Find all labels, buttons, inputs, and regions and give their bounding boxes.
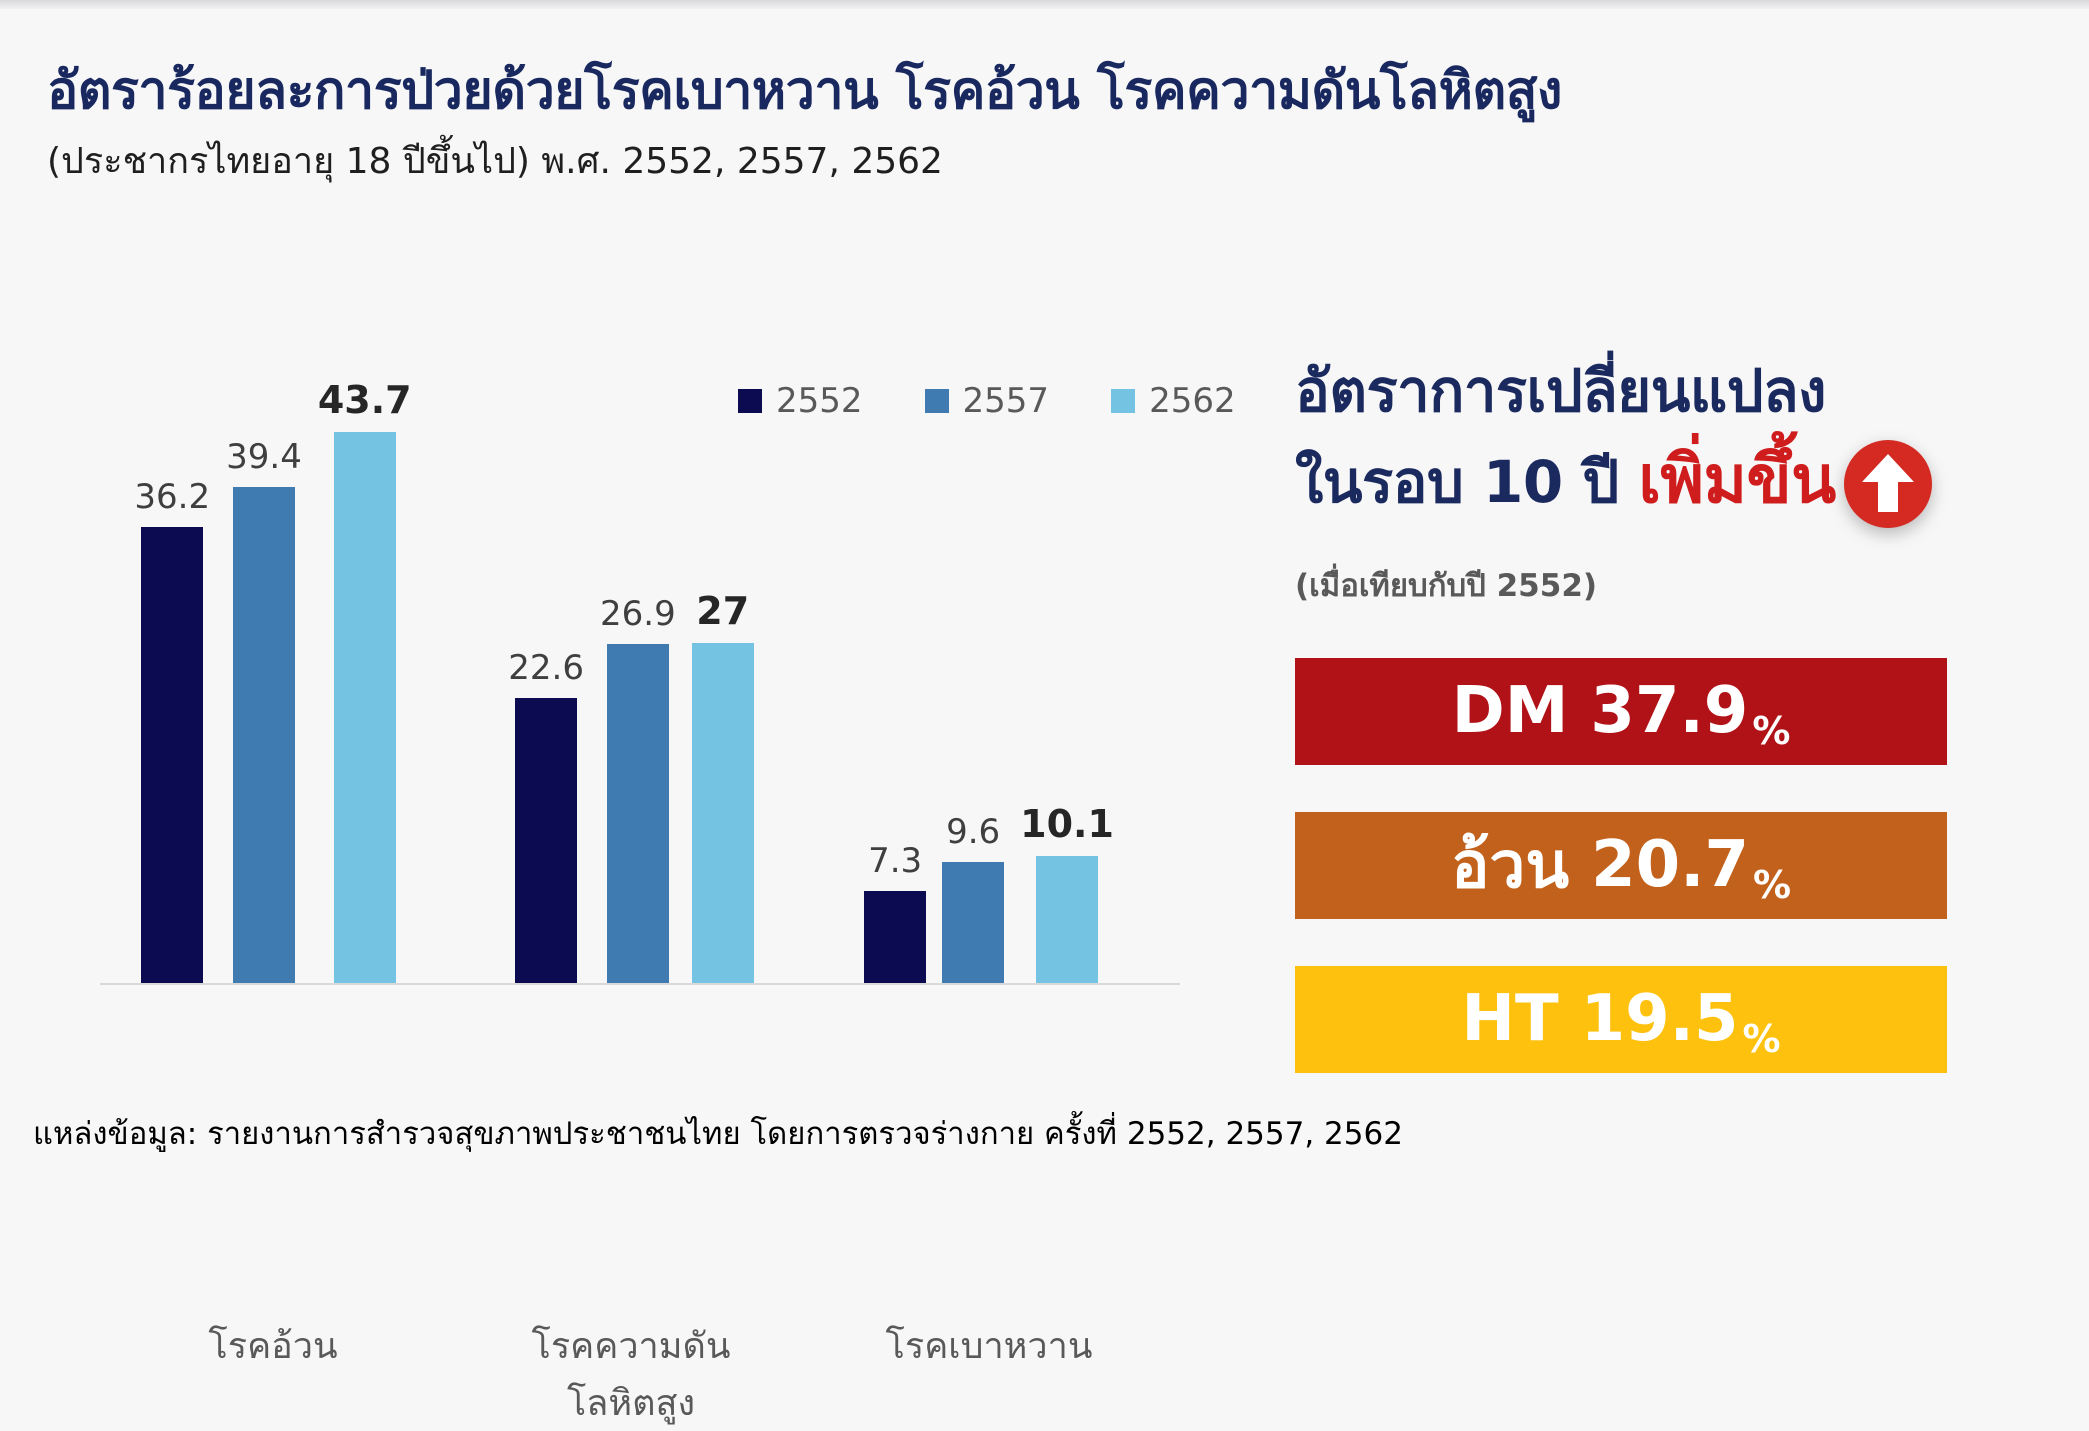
bar-2562-โรคอ้วน <box>333 432 396 983</box>
legend-swatch-icon <box>738 389 762 413</box>
stat-bars: DM 37.9% อ้วน 20.7% HT 19.5% <box>1295 657 1947 1073</box>
stat-value: 19.5 <box>1580 982 1739 1057</box>
bar-value-label: 36.2 <box>134 477 211 517</box>
bar-column: 9.6 <box>942 812 1005 983</box>
stat-bar-อ้วน: อ้วน 20.7% <box>1295 811 1947 919</box>
legend-label: 2562 <box>1149 381 1236 421</box>
bar-2557-โรคอ้วน <box>232 487 295 983</box>
bar-column: 27 <box>691 589 754 983</box>
bar-value-label: 9.6 <box>946 812 1001 852</box>
bar-2557-โรคความดันโลหิตสูง <box>606 644 669 983</box>
bar-2562-โรคเบาหวาน <box>1036 856 1098 983</box>
bar-2552-โรคเบาหวาน <box>864 891 927 983</box>
bar-2552-โรคอ้วน <box>141 527 204 983</box>
legend-label: 2557 <box>962 381 1050 421</box>
bar-column: 36.2 <box>134 477 210 983</box>
change-rate-panel: อัตราการเปลี่ยนแปลง ในรอบ 10 ปี เพิ่มขึ้… <box>1295 352 1947 1073</box>
bar-group-3: 7.3 9.6 10.1 <box>864 802 1114 983</box>
bar-group-2: 22.6 26.9 27 <box>508 589 754 983</box>
category-label: โรคความดันโลหิตสูง <box>531 1326 731 1424</box>
stat-label: อ้วน <box>1450 829 1570 904</box>
panel-heading-highlight: เพิ่มขึ้น <box>1638 441 1836 519</box>
panel-note: (เมื่อเทียบกับปี 2552) <box>1295 567 1598 604</box>
page-title: อัตราร้อยละการป่วยด้วยโรคเบาหวาน โรคอ้วน… <box>47 61 1562 121</box>
stat-value: 20.7 <box>1591 828 1749 903</box>
chart-legend: 2552 2557 2562 <box>738 381 1236 421</box>
legend-item-2562: 2562 <box>1111 381 1236 421</box>
stat-label: DM <box>1451 674 1569 749</box>
bar-column: 43.7 <box>318 378 412 983</box>
stat-value: 37.9 <box>1590 674 1749 749</box>
bar-column: 26.9 <box>600 594 676 983</box>
bar-value-label: 27 <box>696 589 750 633</box>
stat-bar-DM: DM 37.9% <box>1295 657 1947 765</box>
panel-heading: อัตราการเปลี่ยนแปลง ในรอบ 10 ปี เพิ่มขึ้… <box>1295 352 1947 542</box>
stat-unit: % <box>1752 708 1791 753</box>
bar-2552-โรคความดันโลหิตสูง <box>515 698 578 983</box>
bar-column: 22.6 <box>508 648 584 983</box>
panel-heading-line1: อัตราการเปลี่ยนแปลง <box>1295 357 1826 425</box>
bar-group-1: 36.2 39.4 43.7 <box>134 378 412 983</box>
legend-item-2552: 2552 <box>738 381 863 421</box>
category-label: โรคอ้วน <box>208 1326 338 1367</box>
legend-swatch-icon <box>924 389 949 413</box>
bar-2562-โรคความดันโลหิตสูง <box>691 643 754 983</box>
bar-column: 39.4 <box>226 437 302 983</box>
legend-label: 2552 <box>776 381 863 421</box>
category-label: โรคเบาหวาน <box>885 1326 1093 1367</box>
x-axis-line <box>100 983 1180 985</box>
page-subtitle: (ประชากรไทยอายุ 18 ปีขึ้นไป) พ.ศ. 2552, … <box>47 140 943 182</box>
bar-chart: 36.2 39.4 43.7 โรคอ้วน 22.6 26.9 27 โรคความดันโ… <box>100 300 1180 1424</box>
bar-value-label: 22.6 <box>508 648 584 688</box>
source-note: แหล่งข้อมูล: รายงานการสำรวจสุขภาพประชาชน… <box>33 1116 1403 1152</box>
bar-value-label: 26.9 <box>600 594 676 634</box>
bar-2557-โรคเบาหวาน <box>942 862 1005 983</box>
bar-value-label: 43.7 <box>317 378 412 422</box>
bar-value-label: 7.3 <box>868 841 923 881</box>
stat-unit: % <box>1742 1016 1781 1061</box>
bar-value-label: 39.4 <box>226 437 302 477</box>
legend-item-2557: 2557 <box>924 381 1050 421</box>
stat-unit: % <box>1752 862 1792 907</box>
bar-value-label: 10.1 <box>1020 802 1114 846</box>
panel-heading-line2: ในรอบ 10 ปี <box>1295 448 1619 517</box>
bar-column: 7.3 <box>864 841 927 983</box>
legend-swatch-icon <box>1111 389 1136 413</box>
header: อัตราร้อยละการป่วยด้วยโรคเบาหวาน โรคอ้วน… <box>47 61 1562 189</box>
bar-column: 10.1 <box>1020 802 1114 983</box>
window-top-edge <box>0 0 2089 9</box>
stat-label: HT <box>1461 982 1559 1057</box>
stat-bar-HT: HT 19.5% <box>1295 965 1947 1073</box>
up-arrow-icon <box>1842 438 1934 549</box>
